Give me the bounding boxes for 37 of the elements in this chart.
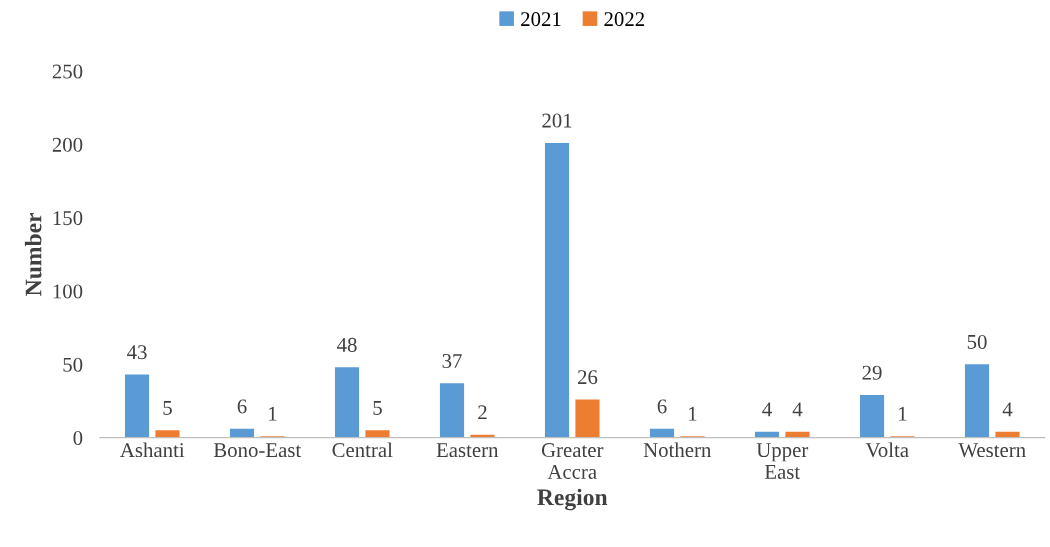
legend-label: 2021 — [521, 12, 561, 27]
data-label: 26 — [577, 370, 598, 385]
y-axis-title: Number — [24, 212, 42, 296]
y-tick-label: 250 — [52, 64, 83, 79]
y-tick-label: 50 — [63, 357, 83, 372]
data-label: 2 — [478, 405, 487, 420]
data-label: 4 — [1002, 402, 1013, 417]
data-label: 37 — [442, 354, 462, 369]
data-label: 201 — [542, 113, 572, 128]
data-label: 50 — [967, 334, 987, 349]
data-label: 5 — [373, 401, 382, 415]
data-label: 4 — [792, 402, 803, 417]
data-label: 1 — [269, 406, 277, 421]
x-tick-label: Nothern — [643, 442, 712, 458]
data-label: 6 — [237, 399, 247, 414]
x-tick-label: Central — [332, 442, 393, 458]
x-tick-label: Greater Accra — [541, 443, 604, 479]
x-tick-label: Ashanti — [120, 442, 185, 458]
data-label: 1 — [899, 406, 907, 421]
data-label: 48 — [337, 337, 357, 352]
x-tick-label: Bono-East — [213, 443, 302, 458]
x-axis-title: Region — [537, 488, 608, 511]
data-label: 6 — [657, 399, 667, 414]
x-tick-label: Western — [958, 443, 1026, 458]
data-label: 5 — [163, 401, 172, 415]
x-tick-label: Volta — [865, 442, 909, 458]
data-label: 1 — [689, 406, 697, 421]
data-label: 29 — [862, 365, 882, 380]
y-tick-label: 0 — [73, 430, 83, 446]
data-label: 43 — [127, 345, 147, 360]
x-tick-label: Upper East — [756, 443, 809, 479]
y-tick-label: 200 — [52, 137, 83, 152]
y-tick-label: 100 — [53, 284, 83, 299]
data-label: 4 — [762, 402, 772, 417]
legend-label: 2022 — [604, 12, 645, 27]
y-tick-label: 150 — [53, 211, 83, 226]
x-tick-label: Eastern — [436, 443, 499, 458]
